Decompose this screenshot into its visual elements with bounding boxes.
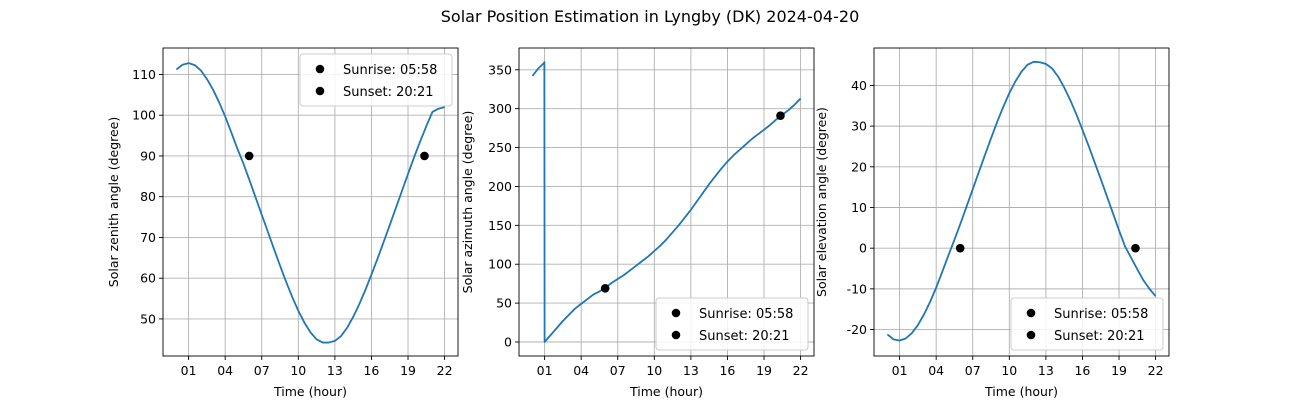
elevation-ytick-label-5: 30: [851, 119, 867, 134]
azimuth-xtick-label-5: 16: [719, 363, 735, 378]
zenith-xtick-label-3: 10: [290, 363, 306, 378]
zenith-ytick-label-2: 70: [140, 230, 156, 245]
elevation-ytick-label-6: 40: [851, 78, 867, 93]
elevation-sunset-point: [1131, 243, 1140, 253]
azimuth-ytick-label-3: 150: [488, 218, 512, 233]
azimuth-xtick-label-3: 10: [646, 363, 662, 378]
elevation-ytick-label-1: -10: [847, 281, 867, 296]
elevation-xtick-label-3: 10: [1001, 363, 1017, 378]
zenith-axes-frame: [162, 47, 459, 357]
elevation-legend-marker-0: [1026, 308, 1036, 318]
zenith-ytick-label-5: 100: [132, 108, 156, 123]
elevation-xtick-label-0: 01: [892, 363, 908, 378]
elevation-xtick-label-4: 13: [1038, 363, 1054, 378]
elevation-legend: [1010, 297, 1164, 351]
elevation-ytick-label-4: 20: [851, 159, 867, 174]
zenith-legend-label-1: Sunset: 20:21: [343, 85, 434, 100]
zenith-xtick-label-2: 07: [254, 363, 270, 378]
azimuth-ytick-label-7: 350: [488, 62, 512, 77]
zenith-xtick-label-5: 16: [363, 363, 379, 378]
azimuth-xtick-label-6: 19: [756, 363, 772, 378]
azimuth-ytick-label-2: 100: [488, 257, 512, 272]
zenith-xlabel: Time (hour): [273, 384, 347, 399]
zenith-legend-marker-0: [315, 64, 325, 74]
azimuth-legend-label-0: Sunrise: 05:58: [699, 307, 793, 322]
zenith-ylabel: Solar zenith angle (degree): [106, 117, 121, 287]
elevation-ytick-label-3: 10: [851, 200, 867, 215]
azimuth-xtick-label-4: 13: [683, 363, 699, 378]
elevation-xlabel: Time (hour): [984, 384, 1058, 399]
zenith-subplot: Time (hour) Solar zenith angle (degree) …: [106, 47, 459, 399]
zenith-ytick-label-6: 110: [132, 67, 156, 82]
azimuth-ytick-label-0: 0: [504, 335, 512, 350]
elevation-legend-marker-1: [1026, 330, 1036, 340]
azimuth-xtick-label-7: 22: [793, 363, 809, 378]
zenith-sunrise-point: [244, 151, 254, 161]
azimuth-ytick-label-5: 250: [488, 140, 512, 155]
azimuth-xtick-label-2: 07: [610, 363, 626, 378]
azimuth-xlabel: Time (hour): [629, 384, 703, 399]
zenith-legend-marker-1: [315, 86, 325, 96]
azimuth-subplot: Time (hour) Solar azimuth angle (degree)…: [460, 47, 815, 399]
elevation-ylabel: Solar elevation angle (degree): [814, 107, 829, 297]
azimuth-legend-marker-1: [671, 330, 681, 340]
elevation-axes-frame: [873, 47, 1170, 357]
azimuth-legend-marker-0: [671, 308, 681, 318]
zenith-ytick-label-3: 80: [140, 189, 156, 204]
azimuth-ytick-label-1: 50: [496, 296, 512, 311]
elevation-sunrise-point: [955, 243, 965, 253]
elevation-subplot: Time (hour) Solar elevation angle (degre…: [814, 47, 1170, 399]
azimuth-legend: [655, 297, 809, 351]
azimuth-ylabel: Solar azimuth angle (degree): [460, 111, 475, 294]
azimuth-sunrise-point: [600, 284, 610, 293]
zenith-series-line: [175, 62, 445, 344]
azimuth-legend-label-1: Sunset: 20:21: [699, 329, 790, 344]
azimuth-axes-frame: [518, 47, 815, 357]
elevation-xtick-label-2: 07: [965, 363, 981, 378]
azimuth-series-line: [531, 61, 802, 343]
elevation-xtick-label-6: 19: [1111, 363, 1127, 378]
elevation-ytick-label-0: -20: [847, 322, 867, 337]
elevation-xtick-label-7: 22: [1148, 363, 1164, 378]
elevation-xtick-label-5: 16: [1074, 363, 1090, 378]
zenith-xtick-label-0: 01: [181, 363, 197, 378]
zenith-xtick-label-1: 04: [217, 363, 233, 378]
elevation-legend-label-1: Sunset: 20:21: [1054, 329, 1145, 344]
zenith-ytick-label-1: 60: [140, 271, 156, 286]
azimuth-sunset-point: [776, 111, 785, 120]
elevation-xtick-label-1: 04: [928, 363, 944, 378]
zenith-xtick-label-6: 19: [400, 363, 416, 378]
azimuth-xtick-label-0: 01: [537, 363, 553, 378]
zenith-xtick-label-7: 22: [437, 363, 453, 378]
zenith-xtick-label-4: 13: [327, 363, 343, 378]
figure-title: Solar Position Estimation in Lyngby (DK)…: [441, 7, 860, 26]
zenith-legend-label-0: Sunrise: 05:58: [343, 63, 437, 78]
azimuth-xtick-label-1: 04: [573, 363, 589, 378]
zenith-legend: [299, 53, 453, 107]
zenith-ytick-label-0: 50: [140, 311, 156, 326]
elevation-ytick-label-2: 0: [859, 241, 867, 256]
azimuth-ytick-label-4: 200: [488, 179, 512, 194]
zenith-ytick-label-4: 90: [140, 148, 156, 163]
elevation-series-line: [886, 60, 1157, 342]
elevation-legend-label-0: Sunrise: 05:58: [1054, 307, 1148, 322]
azimuth-ytick-label-6: 300: [488, 101, 512, 116]
zenith-sunset-point: [420, 151, 429, 161]
